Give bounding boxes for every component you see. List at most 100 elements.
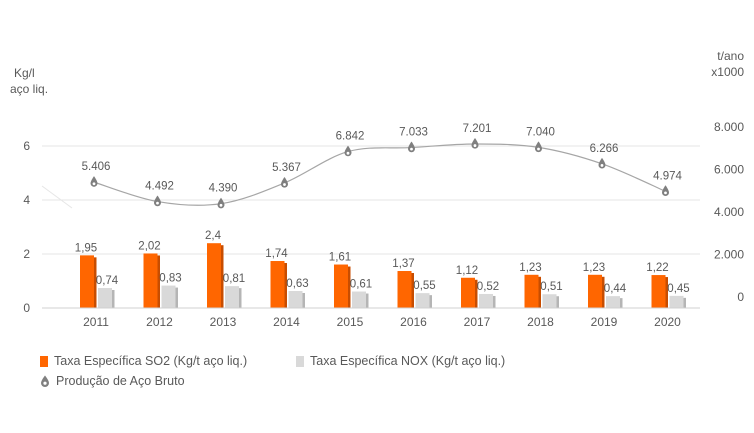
drop-icon-shape [281,176,288,188]
bar-nox-side [683,297,686,308]
bar-nox-side [175,287,178,308]
bar-nox-side [366,293,369,308]
data-label-production: 4.492 [145,181,174,193]
x-tick-label: 2011 [83,315,109,329]
production-point-drop-icon [662,185,669,197]
data-label-production: 7.033 [399,127,428,139]
left-tick-label: 2 [23,247,30,261]
bar-so2 [207,243,221,308]
data-label-production: 7.040 [526,126,555,138]
drop-icon-highlight [600,164,604,167]
data-label-production: 5.367 [272,162,301,174]
bar-so2-side [665,277,668,308]
left-tick-label: 6 [23,139,30,153]
right-tick-label: 2.000 [714,248,744,262]
gridline-diagonal [41,185,73,209]
drop-icon-shape [535,141,542,153]
data-label-so2: 1,74 [265,248,288,260]
right-axis-title-line2: x1000 [711,65,744,79]
bar-nox [479,293,493,308]
data-label-so2: 1,37 [392,258,414,270]
data-label-nox: 0,81 [223,273,245,285]
data-label-production: 6.842 [336,131,365,143]
data-label-production: 4.390 [209,183,238,195]
data-label-so2: 1,23 [583,262,605,274]
bar-so2-side [602,276,605,308]
drop-icon-highlight [664,191,667,195]
data-label-nox: 0,45 [667,283,689,295]
data-label-so2: 1,22 [646,262,668,274]
production-point-drop-icon [535,141,542,153]
bar-so2-side [538,276,541,308]
data-label-nox: 0,44 [604,283,627,295]
data-label-so2: 1,12 [456,265,478,277]
right-tick-label: 0 [737,290,744,304]
right-axis-title-line1: t/ano [717,49,744,63]
bar-nox-side [620,298,623,308]
production-point-drop-icon [154,195,161,207]
drop-icon-shape [344,145,352,157]
bar-nox [352,291,366,308]
bar-nox-side [429,295,432,308]
bar-nox-side [556,296,559,308]
x-tick-label: 2019 [591,315,618,329]
bar-so2-side [348,266,351,308]
bar-so2-side [94,257,97,308]
data-label-production: 7.201 [463,123,492,135]
data-label-nox: 0,83 [159,273,181,285]
bar-nox-side [302,292,305,308]
bar-so2-side [475,279,478,308]
data-label-so2: 1,23 [519,262,541,274]
bar-so2-side [157,255,160,308]
data-label-nox: 0,61 [350,279,372,291]
bar-so2 [143,253,158,308]
bar-nox [669,295,684,308]
x-tick-label: 2013 [210,315,237,329]
bar-nox [606,296,620,308]
bar-so2 [334,264,348,308]
drop-icon-shape [217,197,225,209]
bar-so2 [461,277,475,308]
x-tick-label: 2016 [400,315,427,329]
drop-icon-highlight [410,147,413,151]
production-line [90,137,669,209]
production-point-drop-icon [408,141,415,153]
left-tick-label: 4 [23,193,30,207]
x-tick-label: 2012 [146,315,173,329]
left-axis-title-line1: Kg/l [14,66,35,80]
x-tick-label: 2014 [273,315,300,329]
bars [80,243,686,308]
bar-so2 [270,261,285,308]
x-tick-label: 2017 [464,315,491,329]
drop-icon-shape [471,137,479,149]
production-point-drop-icon [217,197,225,209]
production-line-path [93,143,666,206]
left-axis-title-line2: aço liq. [10,82,48,96]
production-point-drop-icon [90,176,98,187]
drop-icon-shape [154,195,161,207]
data-label-so2: 1,61 [329,252,351,264]
legend-swatch-so2 [40,355,48,367]
drop-icon [41,375,49,387]
drop-icon-shape [598,157,606,169]
legend-label-production: Produção de Aço Bruto [56,374,185,388]
bar-so2-side [221,245,224,308]
axes: 0 2 4 6 Kg/l aço liq. 0 2.000 4.000 6.000 8.000 t/a… [10,49,744,329]
production-point-drop-icon [471,137,479,149]
production-point-drop-icon [281,176,288,188]
data-label-nox: 0,52 [477,281,499,293]
data-label-so2: 2,02 [138,240,160,252]
bar-nox-side [239,288,242,308]
production-point-drop-icon [344,145,352,157]
data-label-production: 5.406 [82,161,111,173]
data-labels: 1,95 0,74 2,02 0,83 2,4 0,81 1,74 0,63 1,61 0,61 1… [75,123,690,295]
right-tick-label: 4.000 [714,205,744,219]
data-label-nox: 0,74 [96,275,119,287]
drop-icon-highlight [219,203,223,207]
x-tick-label: 2018 [527,315,554,329]
data-label-so2: 2,4 [205,230,222,242]
data-label-so2: 1,95 [75,242,97,254]
drop-icon-highlight [92,182,96,186]
legend-item-nox: Taxa Específica NOX (Kg/t aço liq.) [296,354,505,368]
